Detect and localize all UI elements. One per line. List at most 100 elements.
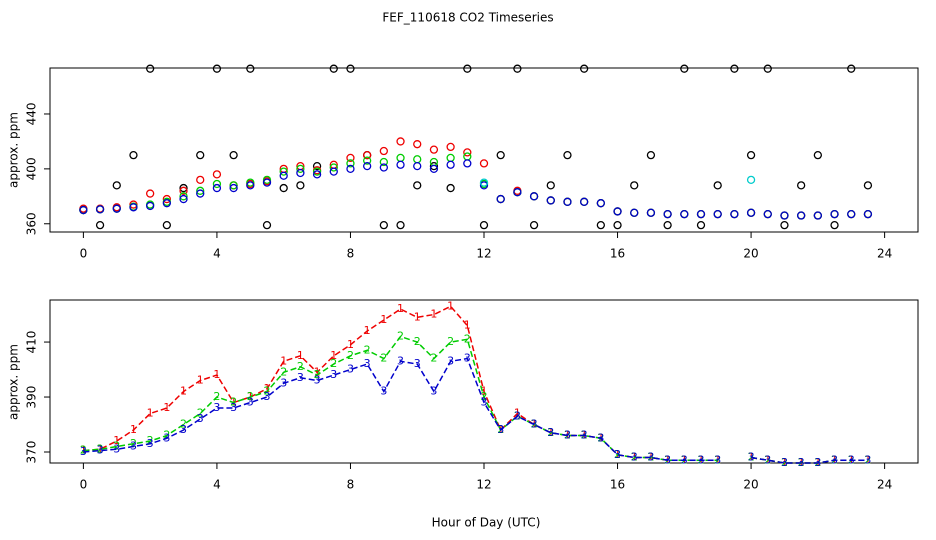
point	[780, 211, 789, 220]
x-tick-label: 8	[347, 247, 355, 261]
point	[229, 181, 238, 190]
point-marker: 3	[497, 423, 504, 436]
point	[463, 159, 472, 168]
point-marker: 2	[397, 330, 404, 343]
point-marker: 3	[264, 390, 271, 403]
point-marker: 3	[397, 354, 404, 367]
point	[563, 150, 572, 160]
point	[680, 64, 689, 73]
point-marker: 2	[113, 440, 120, 453]
point	[379, 220, 388, 230]
point	[363, 156, 372, 165]
point-marker: 2	[280, 365, 287, 378]
point	[212, 179, 222, 189]
point	[95, 205, 105, 214]
point	[496, 150, 505, 160]
point	[863, 181, 873, 190]
point	[696, 220, 706, 230]
point-marker: 3	[614, 448, 621, 461]
point-marker: 2	[297, 360, 304, 373]
point-marker: 3	[781, 456, 788, 469]
point-marker: 3	[681, 453, 688, 466]
point	[379, 157, 388, 167]
point	[797, 181, 806, 190]
y-tick-label: 400	[25, 157, 39, 180]
point	[479, 181, 489, 190]
y-axis-label: approx. ppm	[7, 112, 21, 188]
point	[196, 186, 205, 195]
point	[463, 148, 472, 157]
point-marker: 3	[597, 431, 604, 444]
point	[446, 183, 455, 193]
point	[396, 220, 405, 230]
point-marker: 3	[247, 396, 254, 409]
point-marker: 1	[781, 456, 788, 469]
point-marker: 1	[297, 349, 304, 362]
point	[630, 208, 639, 217]
x-tick-label: 4	[213, 478, 221, 492]
point	[713, 210, 722, 219]
point	[496, 194, 505, 204]
point	[813, 211, 822, 220]
point	[847, 210, 856, 219]
point	[613, 207, 622, 216]
y-tick-label: 410	[25, 331, 39, 354]
point-marker: 3	[364, 357, 371, 370]
point	[346, 64, 355, 73]
point-marker: 2	[197, 407, 204, 420]
point	[296, 164, 305, 174]
point	[95, 220, 105, 230]
point-marker: 2	[130, 437, 137, 450]
point	[262, 220, 272, 230]
point-marker: 3	[147, 437, 154, 450]
point-marker: 3	[764, 453, 771, 466]
point	[196, 189, 205, 198]
point-marker: 1	[180, 385, 187, 398]
point-marker: 3	[631, 451, 638, 464]
point-marker: 2	[430, 352, 437, 365]
x-tick-label: 24	[877, 478, 892, 492]
point	[363, 161, 372, 171]
point	[713, 181, 722, 190]
point-marker: 1	[130, 423, 137, 436]
point-marker: 2	[781, 456, 788, 469]
point	[196, 175, 205, 184]
point	[847, 64, 856, 73]
point	[162, 199, 171, 208]
y-axis-label: approx. ppm	[7, 344, 21, 420]
point	[529, 220, 539, 230]
point-marker: 2	[764, 453, 771, 466]
point	[813, 150, 822, 160]
point	[279, 183, 288, 193]
point	[379, 146, 388, 156]
point	[763, 210, 772, 219]
point-marker: 2	[647, 451, 654, 464]
point	[696, 210, 706, 219]
point-marker: 3	[297, 371, 304, 384]
point-marker: 3	[464, 352, 471, 365]
x-tick-label: 0	[80, 478, 88, 492]
point	[312, 161, 322, 171]
point	[146, 64, 155, 73]
point-marker: 3	[314, 374, 321, 387]
point	[146, 189, 155, 198]
point	[329, 167, 338, 176]
x-tick-label: 12	[476, 478, 491, 492]
point-marker: 3	[547, 426, 554, 439]
point-marker: 1	[213, 368, 220, 381]
point	[146, 201, 155, 211]
y-tick-label: 370	[25, 441, 39, 464]
point	[79, 205, 88, 215]
point	[279, 171, 288, 180]
point-marker: 1	[764, 453, 771, 466]
point	[396, 153, 405, 163]
point-marker: 3	[213, 401, 220, 414]
series-line	[83, 357, 868, 464]
point	[429, 161, 439, 171]
point	[212, 183, 222, 193]
point-marker: 1	[330, 349, 337, 362]
point-marker: 2	[464, 332, 471, 345]
x-tick-label: 16	[610, 478, 625, 492]
point	[279, 167, 288, 176]
point-marker: 2	[330, 357, 337, 370]
